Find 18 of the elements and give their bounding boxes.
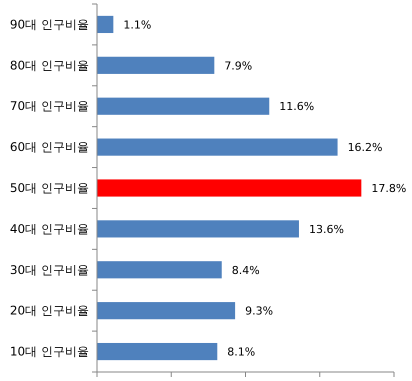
y-tick-label: 60대 인구비율: [10, 140, 89, 154]
y-tick-label: 80대 인구비율: [10, 58, 89, 72]
data-label: 16.2%: [348, 141, 383, 154]
y-tick-label: 30대 인구비율: [10, 262, 89, 277]
y-tick-label: 40대 인구비율: [10, 222, 89, 236]
data-label: 7.9%: [224, 59, 252, 72]
data-label: 1.1%: [123, 18, 152, 32]
data-label: 11.6%: [279, 100, 314, 114]
data-label: 8.4%: [232, 264, 260, 277]
y-tick-label: 10대 인구비율: [10, 344, 89, 359]
y-tick-label: 90대 인구비율: [10, 17, 89, 32]
data-label: 17.8%: [371, 182, 406, 195]
y-tick-label: 50대 인구비율: [10, 181, 89, 195]
y-tick-label: 70대 인구비율: [10, 99, 89, 114]
data-label: 13.6%: [308, 222, 344, 236]
data-label: 8.1%: [227, 346, 256, 359]
y-tick-label: 20대 인구비율: [10, 304, 89, 318]
data-label: 9.3%: [245, 304, 274, 318]
